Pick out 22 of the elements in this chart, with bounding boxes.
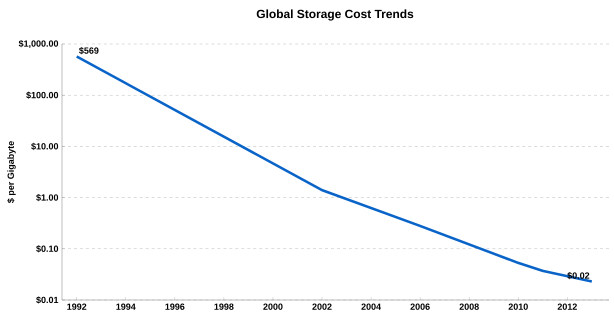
x-tick-label: 2006 — [410, 304, 430, 310]
y-tick-label: $100.00 — [26, 92, 58, 99]
y-tick-label: $1,000.00 — [18, 40, 58, 48]
x-tick-label: 2000 — [263, 304, 283, 310]
x-tick-label: 2002 — [312, 304, 332, 310]
y-tick-label: $0.01 — [36, 296, 58, 304]
x-tick-label: 1994 — [116, 304, 136, 310]
x-tick-label: 1996 — [165, 304, 184, 310]
x-tick-label: 1992 — [67, 304, 86, 310]
data-label: $569 — [79, 47, 99, 54]
y-tick-label: $1.00 — [36, 194, 58, 202]
chart-title: Global Storage Cost Trends — [256, 9, 414, 21]
line-series — [75, 55, 594, 283]
x-tick-label: 2008 — [460, 304, 479, 310]
y-tick-label: $10.00 — [31, 142, 58, 150]
x-tick-label: 2010 — [508, 304, 528, 310]
x-tick-label: 2012 — [558, 304, 577, 310]
data-label: $0.02 — [567, 272, 590, 280]
y-tick-label: $0.10 — [36, 245, 58, 252]
y-axis-title: $ per Gigabyte — [7, 141, 16, 204]
x-tick-label: 2004 — [361, 304, 381, 310]
x-tick-label: 1998 — [214, 304, 234, 310]
